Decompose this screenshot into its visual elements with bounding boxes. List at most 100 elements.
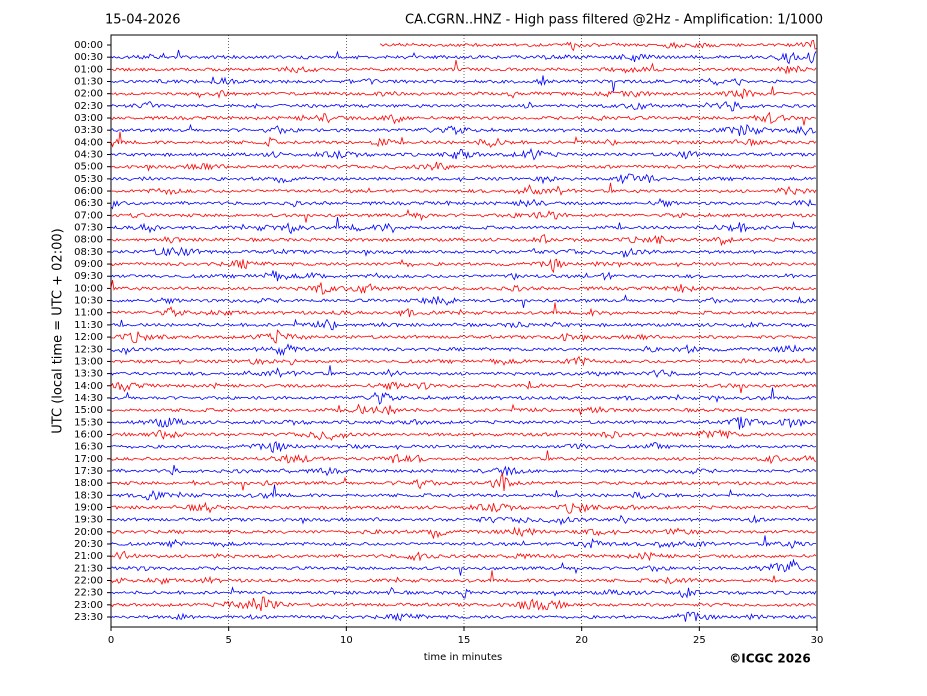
y-tick-label: 03:00 (74, 113, 103, 124)
trace (110, 416, 817, 430)
y-tick-label: 09:00 (74, 259, 103, 270)
y-tick-label: 18:00 (74, 478, 103, 489)
trace (110, 246, 817, 258)
trace (110, 535, 816, 549)
trace (110, 343, 817, 357)
y-tick-label: 03:30 (74, 125, 103, 136)
trace (379, 39, 817, 52)
trace (110, 258, 817, 274)
y-tick-label: 12:00 (74, 332, 103, 343)
y-tick-label: 11:30 (74, 320, 103, 331)
y-tick-label: 08:00 (74, 235, 103, 246)
y-tick-label: 07:00 (74, 210, 103, 221)
y-tick-label: 21:00 (74, 551, 103, 562)
y-tick-label: 15:00 (74, 405, 103, 416)
trace (110, 75, 817, 92)
trace (110, 387, 817, 405)
trace (110, 234, 817, 247)
y-tick-label: 14:00 (74, 381, 103, 392)
y-tick-label: 20:30 (74, 539, 103, 550)
trace (110, 100, 817, 112)
trace (110, 484, 817, 501)
trace (110, 60, 817, 75)
y-tick-label: 21:30 (74, 563, 103, 574)
trace (110, 197, 817, 210)
plot-frame (110, 34, 818, 628)
trace (110, 131, 817, 148)
trace (110, 403, 817, 416)
y-tick-label: 05:30 (74, 174, 103, 185)
chart-title: CA.CGRN..HNZ - High pass filtered @2Hz -… (405, 13, 823, 28)
trace (110, 318, 816, 331)
y-tick-label: 06:30 (74, 198, 103, 209)
trace (110, 381, 817, 394)
trace (110, 586, 817, 599)
y-tick-label: 22:00 (74, 575, 103, 586)
y-tick-label: 08:30 (74, 247, 103, 258)
y-tick-label: 17:00 (74, 454, 103, 465)
trace (110, 550, 817, 562)
y-tick-label: 16:00 (74, 429, 103, 440)
y-tick-label: 00:30 (74, 52, 103, 63)
x-axis-label: time in minutes (424, 652, 503, 663)
x-tick-label: 15 (458, 635, 471, 646)
trace (110, 161, 817, 172)
trace (110, 217, 817, 235)
y-tick-label: 23:00 (74, 600, 103, 611)
trace (110, 86, 817, 99)
y-tick-label: 06:00 (74, 186, 103, 197)
trace (110, 429, 817, 441)
trace (110, 356, 817, 367)
copyright: ©ICGC 2026 (729, 652, 811, 666)
trace (110, 611, 817, 622)
y-tick-label: 13:30 (74, 369, 103, 380)
y-tick-label: 14:30 (74, 393, 103, 404)
trace (111, 526, 817, 540)
x-tick-label: 30 (811, 635, 824, 646)
trace (110, 49, 817, 65)
y-tick-label: 19:00 (74, 502, 103, 513)
y-tick-label: 15:30 (74, 417, 103, 428)
trace (110, 208, 817, 223)
y-tick-label: 11:00 (74, 308, 103, 319)
x-tick-label: 20 (575, 635, 588, 646)
trace (110, 147, 817, 161)
trace (110, 501, 817, 514)
trace (110, 514, 817, 526)
trace (110, 596, 817, 612)
y-tick-label: 09:30 (74, 271, 103, 282)
y-tick-label: 22:30 (74, 588, 103, 599)
y-tick-label: 23:30 (74, 612, 103, 623)
y-tick-label: 05:00 (74, 162, 103, 173)
y-tick-label: 01:00 (74, 64, 103, 75)
x-tick-label: 5 (225, 635, 231, 646)
x-tick-label: 10 (340, 635, 353, 646)
y-axis-label: UTC (local time = UTC + 02:00) (51, 228, 66, 433)
trace (110, 329, 817, 344)
y-tick-label: 10:00 (74, 283, 103, 294)
y-tick-label: 07:30 (74, 223, 103, 234)
trace (110, 294, 817, 308)
trace (110, 182, 817, 196)
trace (110, 123, 817, 136)
y-tick-label: 18:30 (74, 490, 103, 501)
y-tick-label: 17:30 (74, 466, 103, 477)
y-tick-label: 02:00 (74, 89, 103, 100)
y-tick-label: 00:00 (74, 40, 103, 51)
trace (110, 111, 817, 126)
trace (110, 280, 817, 295)
trace (110, 173, 817, 185)
y-tick-label: 12:30 (74, 344, 103, 355)
y-tick-label: 01:30 (74, 77, 103, 88)
date: 15-04-2026 (105, 13, 181, 28)
y-tick-label: 16:30 (74, 442, 103, 453)
trace (110, 270, 817, 282)
x-tick-label: 25 (693, 635, 706, 646)
y-tick-label: 10:30 (74, 296, 103, 307)
y-tick-label: 13:00 (74, 356, 103, 367)
trace (110, 302, 817, 318)
y-tick-label: 19:30 (74, 515, 103, 526)
y-tick-label: 04:00 (74, 137, 103, 148)
trace (110, 558, 817, 576)
